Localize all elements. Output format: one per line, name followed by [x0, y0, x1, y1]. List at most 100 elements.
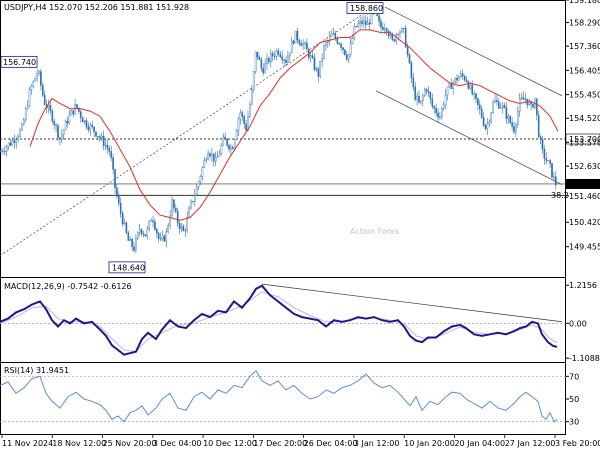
price-candles	[0, 5, 557, 253]
price-candle-body	[108, 148, 111, 152]
price-candle-body	[448, 83, 451, 88]
price-candle-body	[325, 42, 327, 46]
price-candle-body	[218, 153, 221, 157]
time-axis-tick-label: 10 Dec 12:00	[203, 439, 257, 448]
price-candle-body	[522, 97, 525, 100]
price-candle-body	[423, 89, 426, 97]
price-candle-body	[507, 116, 510, 120]
price-candle-body	[499, 107, 502, 109]
price-candle-body	[486, 123, 489, 129]
price-candle-body	[340, 43, 342, 48]
price-candle-body	[133, 246, 135, 251]
price-candle-body	[3, 151, 6, 153]
price-callout-label: 158.860	[350, 4, 383, 13]
rsi-title: RSI(14) 31.9451	[4, 366, 69, 375]
price-candle-body	[144, 234, 147, 237]
price-candle-body	[490, 112, 493, 122]
price-candle-body	[429, 92, 432, 100]
price-candle-body	[273, 55, 276, 57]
price-candle-body	[57, 125, 59, 138]
price-candle-body	[5, 146, 8, 152]
price-candle-body	[125, 222, 128, 234]
price-candle-body	[142, 233, 145, 235]
chart-frame	[0, 0, 566, 435]
rsi-axis-tick-label: 70	[569, 372, 579, 381]
price-candle-body	[121, 212, 124, 225]
price-candle-body	[338, 42, 341, 45]
time-axis-tick-label: 10 Jan 20:00	[404, 439, 455, 448]
price-candle-body	[349, 43, 352, 55]
macd-panel: 1.2156 0.00 -1.1088 MACD(12,26,9) -0.7542 …	[0, 281, 600, 363]
price-candle-body	[271, 53, 274, 57]
price-candle-body	[410, 62, 413, 79]
price-candle-body	[503, 104, 506, 109]
price-candle-body	[285, 59, 287, 63]
price-candle-body	[231, 147, 234, 150]
price-candle-body	[479, 104, 481, 110]
price-candle-body	[378, 15, 380, 22]
price-candle-body	[442, 104, 445, 109]
price-candle-body	[397, 34, 399, 36]
price-candle-body	[268, 58, 270, 63]
time-axis-tick-label: 17 Dec 20:00	[253, 439, 307, 448]
price-axis-tick-label: 159.180	[569, 0, 600, 5]
time-axis-tick-label: 26 Dec 04:00	[304, 439, 358, 448]
price-candle-body	[203, 160, 206, 168]
price-candle-body	[450, 83, 453, 89]
price-candle-body	[36, 73, 38, 79]
price-candle-body	[498, 101, 500, 109]
price-callout-box	[108, 261, 146, 274]
price-candle-body	[169, 215, 171, 226]
macd-signal-line	[0, 291, 558, 353]
price-candle-body	[11, 140, 14, 146]
price-candle-body	[404, 27, 407, 48]
price-candle-body	[214, 156, 217, 162]
price-candle-body	[157, 233, 160, 239]
price-candle-body	[330, 33, 333, 37]
price-axis-tick-label: 157.360	[569, 42, 600, 51]
time-axis-tick-label: 11 Nov 2024	[2, 439, 53, 448]
price-candle-body	[351, 38, 354, 44]
price-candle-body	[116, 187, 118, 197]
price-candle-body	[290, 40, 293, 54]
price-candle-body	[530, 102, 532, 105]
price-candle-body	[279, 54, 282, 57]
price-candle-body	[38, 71, 40, 74]
price-candle-body	[425, 89, 428, 92]
price-candle-body	[239, 112, 242, 120]
price-candle-body	[106, 144, 109, 149]
price-candle-body	[539, 136, 542, 140]
price-level-tag	[565, 133, 600, 145]
price-candle-body	[469, 84, 472, 89]
price-candle-body	[34, 77, 36, 82]
price-candle-body	[180, 226, 183, 229]
price-candle-body	[148, 220, 151, 230]
price-candle-body	[55, 124, 57, 126]
price-candle-body	[161, 235, 164, 240]
price-candle-body	[199, 176, 202, 183]
price-candle-body	[95, 131, 97, 137]
price-candle-body	[427, 90, 430, 93]
price-candle-body	[140, 229, 143, 234]
time-axis-tick-label: 3 Dec 04:00	[153, 439, 202, 448]
price-candle-body	[23, 119, 25, 125]
price-candle-body	[433, 106, 436, 109]
price-callouts: 158.860 156.740 148.640	[0, 2, 384, 274]
price-callout-box	[0, 55, 38, 68]
price-candle-body	[64, 121, 67, 131]
price-candle-body	[528, 102, 530, 106]
price-trend-line	[0, 7, 373, 257]
price-candle-body	[19, 129, 21, 137]
price-candle-body	[353, 26, 356, 39]
price-candle-body	[505, 107, 508, 120]
price-candle-body	[237, 118, 240, 131]
price-candle-body	[59, 137, 61, 140]
price-candle-body	[524, 98, 527, 100]
price-candle-body	[292, 40, 295, 44]
price-candle-body	[192, 200, 194, 202]
price-axis-tick-label: 156.405	[569, 66, 600, 75]
price-axis-tick-label: 158.290	[569, 19, 600, 28]
price-candle-body	[190, 200, 192, 209]
price-candle-body	[446, 86, 449, 96]
